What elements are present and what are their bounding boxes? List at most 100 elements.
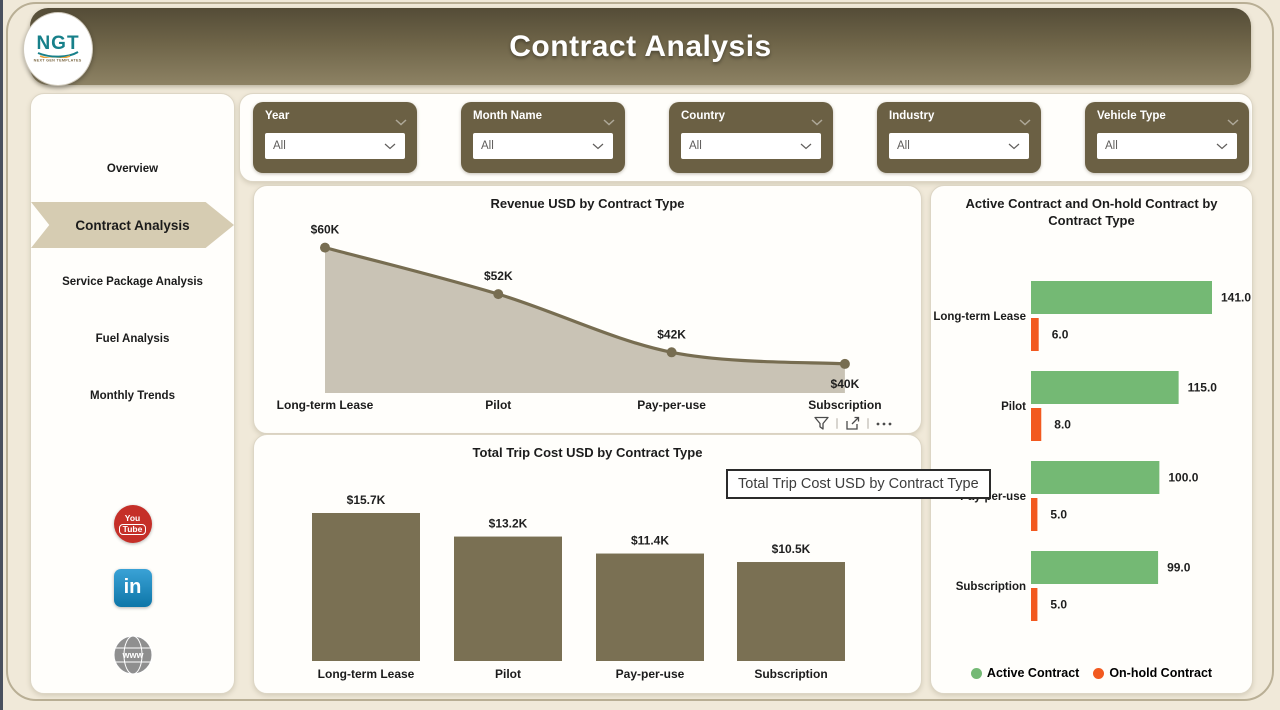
legend-dot-icon: [970, 667, 982, 679]
linkedin-icon[interactable]: in: [113, 569, 152, 607]
active-bar: [1031, 281, 1212, 314]
linkedin-badge: in: [113, 569, 152, 607]
filter-label: Country: [681, 110, 726, 122]
filter-selected-value: All: [273, 140, 286, 152]
page-title: Contract Analysis: [509, 29, 772, 63]
x-axis-label: Long-term Lease: [277, 398, 374, 412]
tooltip-text: Total Trip Cost USD by Contract Type: [738, 476, 979, 492]
contracts-chart-title: Active Contract and On-hold Contract by …: [965, 196, 1218, 228]
window-edge: [0, 0, 3, 710]
ngt-logo: NGT NEXT GEN TEMPLATES: [23, 12, 93, 86]
sidebar-item-monthly-trends[interactable]: Monthly Trends: [31, 373, 234, 419]
bar: [596, 553, 704, 661]
data-label: 99.0: [1167, 561, 1191, 575]
youtube-icon[interactable]: You Tube: [113, 505, 152, 543]
filter-label: Year: [265, 110, 290, 122]
sidebar-item-label: Overview: [106, 163, 159, 175]
filter-selected-value: All: [481, 140, 494, 152]
filter-icon[interactable]: [813, 415, 830, 432]
filter-dropdown-country[interactable]: All: [681, 133, 821, 159]
sidebar-item-fuel-analysis[interactable]: Fuel Analysis: [31, 316, 234, 362]
youtube-text: Tube: [118, 523, 147, 535]
chevron-down-icon[interactable]: [1227, 113, 1239, 131]
revenue-chart-card: Revenue USD by Contract Type $60K Long-te…: [253, 185, 922, 434]
visual-hover-toolbar: [813, 413, 893, 433]
sidebar-item-label: Contract Analysis: [75, 217, 190, 233]
toolbar-separator: [867, 417, 869, 429]
bar: [312, 513, 420, 661]
logo-text: NGT: [36, 32, 80, 54]
sidebar-item-service-package-analysis[interactable]: Service Package Analysis: [31, 259, 234, 305]
chevron-down-icon: [1216, 137, 1237, 155]
data-label: 5.0: [1050, 598, 1067, 612]
sidebar-item-overview[interactable]: Overview: [31, 146, 234, 192]
contracts-chart-legend: Active Contract On-hold Contract: [931, 666, 1252, 680]
trip-cost-bar-chart[interactable]: $15.7K Long-term Lease $13.2K Pilot $11.4K Pa…: [254, 435, 921, 693]
x-axis-label: Pay-per-use: [637, 398, 706, 412]
y-axis-label: Pilot: [1001, 401, 1026, 413]
logo-subtext: NEXT GEN TEMPLATES: [34, 58, 82, 63]
chevron-down-icon: [592, 137, 613, 155]
data-label: 141.0: [1221, 291, 1251, 305]
contracts-chart-card: Active Contract and On-hold Contract by …: [930, 185, 1253, 694]
active-bar: [1031, 551, 1159, 584]
legend-item-active-contract[interactable]: Active Contract: [970, 666, 1079, 680]
filter-year: Year All: [253, 102, 417, 173]
website-globe-icon[interactable]: www: [112, 634, 154, 681]
chevron-down-icon: [1008, 137, 1029, 155]
data-label: 8.0: [1054, 418, 1071, 432]
sidebar-item-contract-analysis[interactable]: Contract Analysis: [31, 202, 234, 248]
chevron-down-icon[interactable]: [395, 113, 407, 131]
data-label: 100.0: [1168, 471, 1198, 485]
y-axis-label: Long-term Lease: [933, 311, 1026, 323]
data-label: $40K: [831, 377, 860, 391]
revenue-chart-title: Revenue USD by Contract Type: [490, 196, 685, 211]
filter-country: Country All: [669, 102, 833, 173]
data-label: $11.4K: [631, 534, 669, 548]
more-options-icon[interactable]: [875, 415, 893, 432]
chevron-down-icon[interactable]: [603, 113, 615, 131]
legend-item-on-hold-contract[interactable]: On-hold Contract: [1093, 666, 1212, 680]
sidebar-social: You Tube in www: [31, 94, 234, 693]
filter-vehicle-type: Vehicle Type All: [1085, 102, 1249, 173]
data-label: $42K: [657, 327, 686, 341]
youtube-badge: You Tube: [113, 505, 152, 543]
contracts-horizontal-bar-chart[interactable]: 141.0 6.0 Long-term Lease 115.0 8.0 Pilot 100.…: [931, 186, 1252, 693]
legend-label: On-hold Contract: [1109, 666, 1213, 680]
filter-dropdown-vehicle-type[interactable]: All: [1097, 133, 1237, 159]
revenue-area-chart[interactable]: $60K Long-term Lease $52K Pilot $42K Pay-per-…: [254, 186, 921, 433]
legend-dot-icon: [1093, 667, 1105, 679]
x-axis-label: Long-term Lease: [318, 667, 415, 681]
data-label: $15.7K: [347, 493, 386, 507]
active-bar: [1031, 371, 1179, 404]
y-axis-label: Subscription: [956, 581, 1026, 593]
filter-bar: Year All Month Name All Country All Industry Al…: [239, 93, 1253, 182]
filter-dropdown-year[interactable]: All: [265, 133, 405, 159]
sidebar-nav: Overview Contract Analysis Service Package…: [31, 94, 234, 693]
onhold-bar: [1031, 588, 1038, 621]
chevron-down-icon: [800, 137, 821, 155]
sidebar: Overview Contract Analysis Service Package…: [30, 93, 235, 694]
data-label: 6.0: [1052, 328, 1069, 342]
youtube-text: You: [124, 512, 141, 523]
onhold-bar: [1031, 408, 1042, 441]
filter-label: Month Name: [473, 110, 542, 122]
filter-label: Industry: [889, 110, 935, 122]
data-label: 115.0: [1188, 381, 1218, 395]
onhold-bar: [1031, 318, 1039, 351]
data-label: $60K: [311, 223, 340, 237]
focus-mode-icon[interactable]: [844, 415, 861, 432]
filter-dropdown-industry[interactable]: All: [889, 133, 1029, 159]
data-label: 5.0: [1050, 508, 1067, 522]
logo-swoosh-icon: [37, 50, 79, 58]
bar: [737, 562, 845, 661]
chevron-down-icon[interactable]: [811, 113, 823, 131]
filter-dropdown-month-name[interactable]: All: [473, 133, 613, 159]
x-axis-label: Pay-per-use: [616, 667, 685, 681]
filter-selected-value: All: [897, 140, 910, 152]
chevron-down-icon[interactable]: [1019, 113, 1031, 131]
sidebar-item-label: Monthly Trends: [90, 390, 175, 402]
svg-text:www: www: [121, 650, 144, 660]
active-bar: [1031, 461, 1160, 494]
filter-selected-value: All: [689, 140, 702, 152]
